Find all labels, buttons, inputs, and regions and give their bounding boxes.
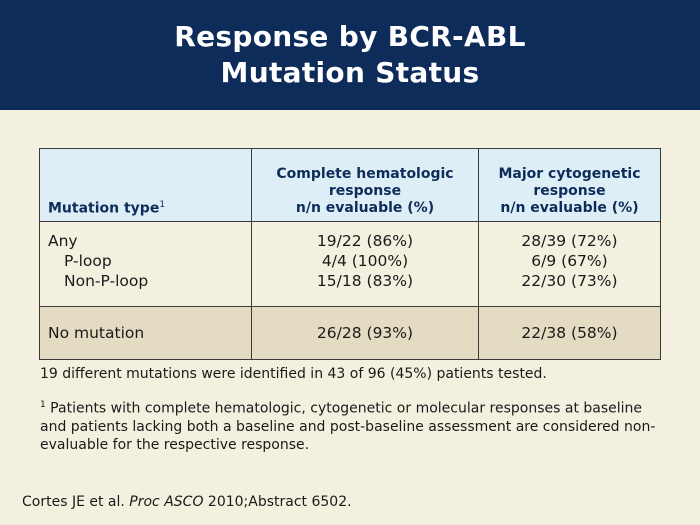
footnote-text: Patients with complete hematologic, cyto… — [40, 400, 656, 453]
header-mutation-type: Mutation type1 — [39, 148, 252, 222]
row-non-p-loop-chr: 15/18 (83%) — [316, 272, 414, 290]
header-major-cytogenetic-response: Major cytogenetic response n/n evaluable… — [478, 148, 661, 222]
header-mcr-line-1: Major cytogenetic — [498, 166, 641, 182]
slide-title-line-2: Mutation Status — [220, 56, 480, 89]
row-p-loop-mcr: 6/9 (67%) — [531, 252, 608, 270]
header-chr-line-3: n/n evaluable (%) — [295, 200, 435, 216]
row-p-loop-label: P-loop — [64, 252, 112, 270]
cell-chr-values: 19/22 (86%) 4/4 (100%) 15/18 (83%) — [251, 221, 479, 307]
row-p-loop-chr: 4/4 (100%) — [321, 252, 409, 270]
citation-details: 2010;Abstract 6502. — [203, 494, 352, 510]
row-non-p-loop-label: Non-P-loop — [64, 272, 149, 290]
row-non-p-loop-mcr: 22/30 (73%) — [521, 272, 618, 290]
header-complete-hematologic-response: Complete hematologic response n/n evalua… — [251, 148, 479, 222]
cell-mutation-types: Any P-loop Non-P-loop — [39, 221, 252, 307]
mutation-summary-note: 19 different mutations were identified i… — [40, 366, 547, 382]
response-table: Mutation type1 Complete hematologic resp… — [39, 148, 661, 360]
slide-title-line-1: Response by BCR-ABL — [174, 20, 526, 53]
cell-mcr-values: 28/39 (72%) 6/9 (67%) 22/30 (73%) — [478, 221, 661, 307]
table-row-no-mutation: No mutation 26/28 (93%) 22/38 (58%) — [39, 306, 661, 360]
row-no-mutation-chr: 26/28 (93%) — [251, 306, 479, 360]
title-banner: Response by BCR-ABL Mutation Status — [0, 0, 700, 110]
row-any-label: Any — [48, 232, 78, 250]
row-any-mcr: 28/39 (72%) — [521, 232, 618, 250]
footnote-marker: 1 — [40, 400, 46, 410]
citation-authors: Cortes JE et al. — [22, 494, 130, 510]
header-mcr-line-3: n/n evaluable (%) — [500, 200, 639, 216]
table-row-mutated: Any P-loop Non-P-loop 19/22 (86%) 4/4 (1… — [39, 221, 661, 307]
row-any-chr: 19/22 (86%) — [316, 232, 414, 250]
header-chr-line-1: Complete hematologic — [276, 166, 454, 182]
table-header-row: Mutation type1 Complete hematologic resp… — [39, 148, 661, 222]
header-mcr-line-2: response — [533, 183, 606, 199]
footnote: 1 Patients with complete hematologic, cy… — [40, 396, 670, 454]
row-no-mutation-label: No mutation — [39, 306, 252, 360]
header-footnote-marker: 1 — [159, 200, 166, 211]
header-mutation-type-label: Mutation type — [48, 201, 160, 217]
citation-journal: Proc ASCO — [129, 494, 204, 510]
citation: Cortes JE et al. Proc ASCO 2010;Abstract… — [22, 494, 352, 510]
row-no-mutation-mcr: 22/38 (58%) — [478, 306, 661, 360]
header-chr-line-2: response — [328, 183, 402, 199]
